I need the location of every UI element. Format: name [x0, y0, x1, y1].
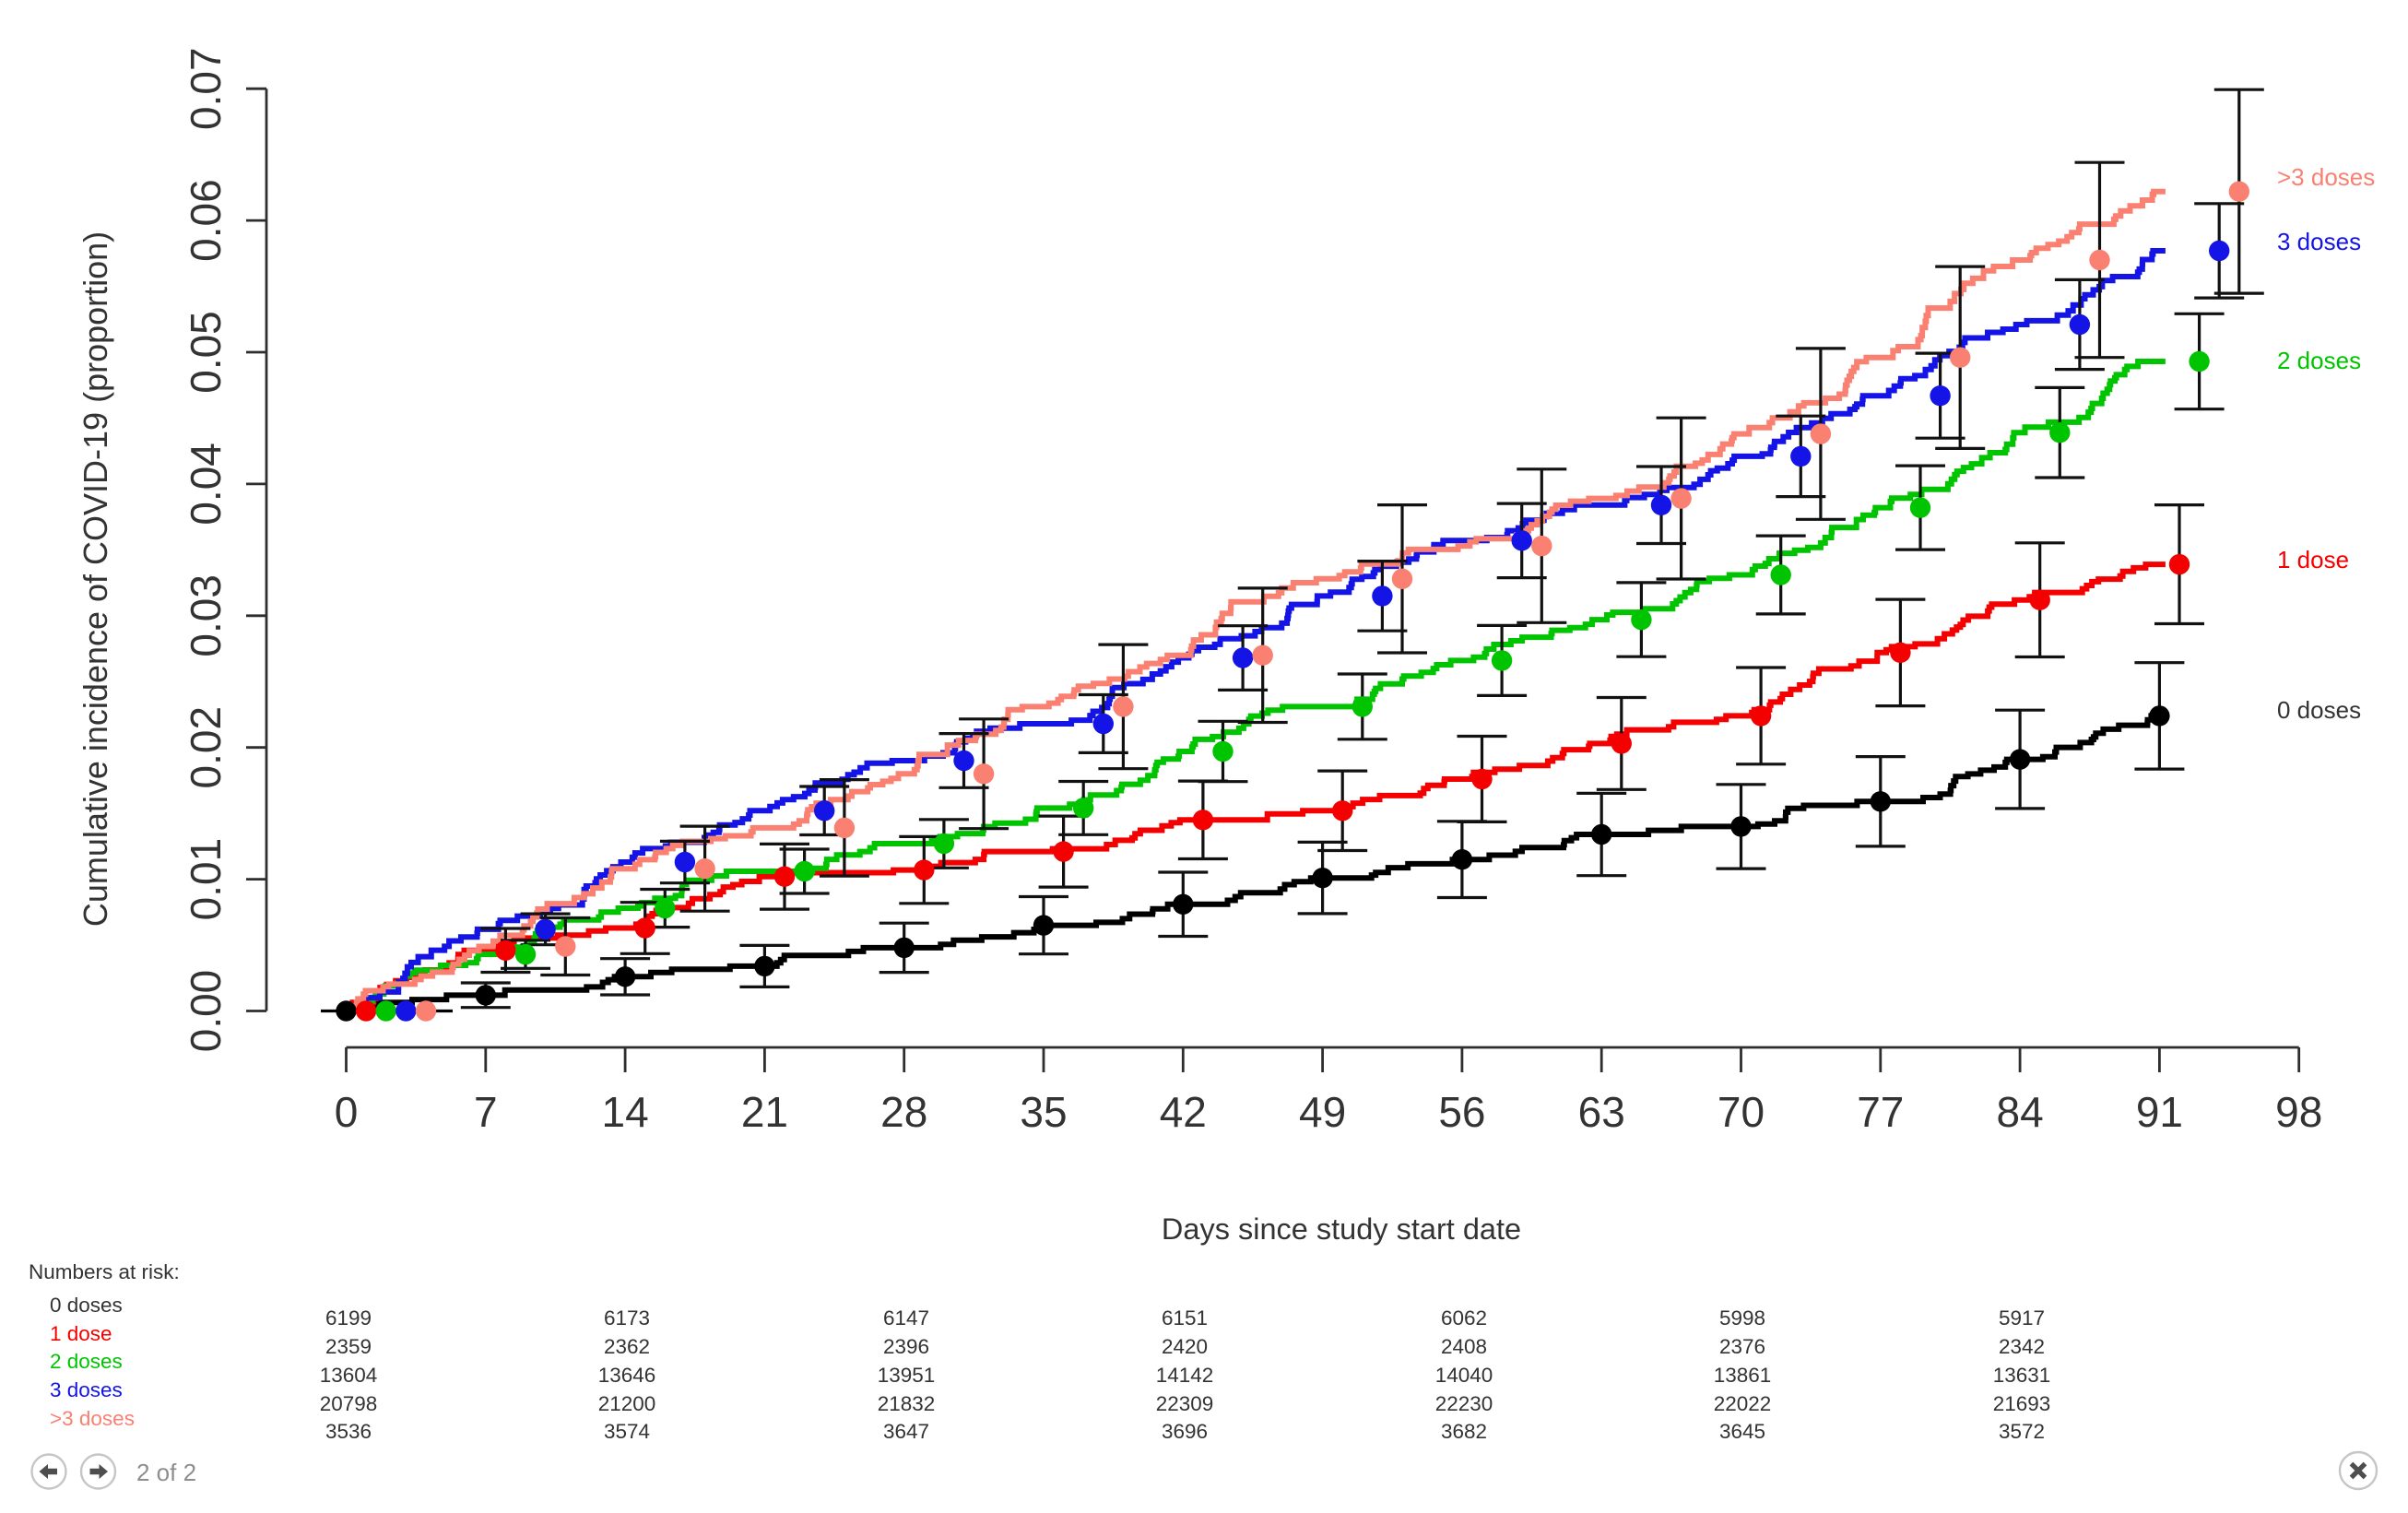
svg-text:56: 56 — [1438, 1088, 1485, 1136]
svg-text:3 doses: 3 doses — [50, 1378, 123, 1401]
svg-text:2362: 2362 — [604, 1335, 650, 1358]
svg-text:3682: 3682 — [1441, 1420, 1487, 1443]
svg-text:0: 0 — [335, 1088, 359, 1136]
svg-text:42: 42 — [1160, 1088, 1207, 1136]
svg-text:6062: 6062 — [1441, 1306, 1487, 1330]
svg-text:3696: 3696 — [1162, 1420, 1208, 1443]
svg-text:13951: 13951 — [878, 1364, 936, 1387]
svg-text:2342: 2342 — [1999, 1335, 2045, 1358]
svg-text:35: 35 — [1020, 1088, 1067, 1136]
svg-text:1 dose: 1 dose — [2277, 546, 2349, 573]
svg-text:3536: 3536 — [325, 1420, 372, 1443]
svg-text:14142: 14142 — [1156, 1364, 1214, 1387]
svg-text:3574: 3574 — [604, 1420, 650, 1443]
svg-text:3 doses: 3 doses — [2277, 228, 2361, 255]
svg-text:13604: 13604 — [320, 1364, 378, 1387]
svg-text:2 of 2: 2 of 2 — [136, 1459, 196, 1486]
svg-text:0.01: 0.01 — [182, 838, 230, 921]
svg-text:0.03: 0.03 — [182, 574, 230, 657]
svg-text:77: 77 — [1857, 1088, 1904, 1136]
svg-text:22309: 22309 — [1156, 1392, 1214, 1415]
svg-text:Cumulative incidence of COVID-: Cumulative incidence of COVID-19 (propor… — [77, 231, 114, 927]
svg-text:3647: 3647 — [883, 1420, 929, 1443]
svg-text:98: 98 — [2275, 1088, 2322, 1136]
svg-text:0 doses: 0 doses — [50, 1294, 123, 1317]
svg-text:14040: 14040 — [1435, 1364, 1493, 1387]
svg-text:49: 49 — [1299, 1088, 1346, 1136]
svg-text:2 doses: 2 doses — [50, 1350, 123, 1373]
svg-text:21: 21 — [741, 1088, 788, 1136]
svg-text:6173: 6173 — [604, 1306, 650, 1330]
svg-text:2408: 2408 — [1441, 1335, 1487, 1358]
svg-text:>3 doses: >3 doses — [2277, 163, 2375, 191]
svg-text:21693: 21693 — [1993, 1392, 2051, 1415]
svg-text:13861: 13861 — [1714, 1364, 1772, 1387]
svg-text:28: 28 — [880, 1088, 927, 1136]
svg-text:1 dose: 1 dose — [50, 1322, 112, 1345]
svg-text:13631: 13631 — [1993, 1364, 2051, 1387]
svg-text:22022: 22022 — [1714, 1392, 1772, 1415]
svg-text:7: 7 — [474, 1088, 498, 1136]
svg-text:6151: 6151 — [1162, 1306, 1208, 1330]
svg-text:84: 84 — [1997, 1088, 2044, 1136]
svg-text:21200: 21200 — [598, 1392, 656, 1415]
svg-text:0.00: 0.00 — [182, 970, 230, 1053]
svg-text:21832: 21832 — [878, 1392, 936, 1415]
svg-text:0.04: 0.04 — [182, 443, 230, 526]
svg-text:2 doses: 2 doses — [2277, 347, 2361, 374]
svg-text:0.07: 0.07 — [182, 47, 230, 130]
svg-text:2420: 2420 — [1162, 1335, 1208, 1358]
svg-text:63: 63 — [1578, 1088, 1625, 1136]
svg-text:6147: 6147 — [883, 1306, 929, 1330]
svg-text:14: 14 — [602, 1088, 649, 1136]
svg-text:2359: 2359 — [325, 1335, 372, 1358]
svg-text:5998: 5998 — [1719, 1306, 1765, 1330]
svg-text:20798: 20798 — [320, 1392, 378, 1415]
svg-text:2376: 2376 — [1719, 1335, 1765, 1358]
svg-text:>3 doses: >3 doses — [50, 1407, 135, 1430]
svg-text:3572: 3572 — [1999, 1420, 2045, 1443]
svg-text:6199: 6199 — [325, 1306, 372, 1330]
svg-text:0.02: 0.02 — [182, 706, 230, 789]
svg-text:2396: 2396 — [883, 1335, 929, 1358]
svg-text:13646: 13646 — [598, 1364, 656, 1387]
svg-text:0 doses: 0 doses — [2277, 696, 2361, 724]
svg-text:Days since study start date: Days since study start date — [1162, 1212, 1521, 1246]
svg-text:91: 91 — [2136, 1088, 2183, 1136]
svg-text:Numbers at risk:: Numbers at risk: — [29, 1260, 180, 1283]
svg-text:0.05: 0.05 — [182, 311, 230, 394]
svg-text:5917: 5917 — [1999, 1306, 2045, 1330]
svg-text:3645: 3645 — [1719, 1420, 1765, 1443]
svg-text:0.06: 0.06 — [182, 179, 230, 262]
svg-text:70: 70 — [1717, 1088, 1765, 1136]
svg-text:22230: 22230 — [1435, 1392, 1493, 1415]
